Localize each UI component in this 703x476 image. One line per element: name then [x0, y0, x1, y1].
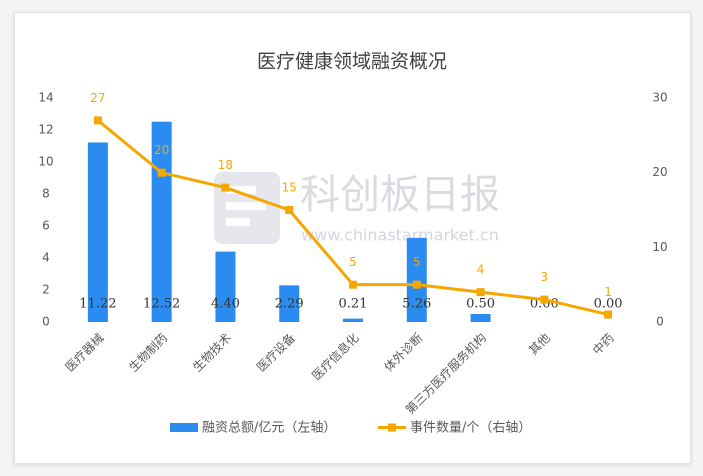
y2-tick-label: 20 [652, 165, 667, 179]
bar-value-label: 4.40 [211, 297, 240, 312]
watermark-logo [214, 172, 280, 244]
bar [215, 251, 236, 322]
line-marker [349, 280, 357, 289]
line-marker [604, 310, 613, 319]
y2-tick-label: 0 [656, 315, 664, 329]
line-value-label: 18 [218, 158, 233, 172]
x-tick-label: 生物技术 [190, 331, 234, 375]
bar-value-label: 0.21 [339, 297, 368, 312]
legend-label: 事件数量/个（右轴） [410, 421, 531, 436]
bar [279, 285, 300, 322]
line-value-label: 20 [154, 143, 169, 157]
line-marker [221, 183, 230, 192]
chart-card [14, 12, 691, 464]
x-tick-label: 医疗设备 [254, 331, 298, 375]
legend-swatch [170, 423, 198, 432]
line-value-label: 27 [90, 91, 105, 105]
x-tick-label: 体外诊断 [381, 330, 426, 375]
line-value-label: 4 [477, 263, 485, 277]
line-marker [412, 280, 421, 289]
x-tick-label: 医疗信息化 [309, 330, 362, 383]
y-tick-label: 14 [38, 91, 53, 105]
bar-value-label: 12.52 [143, 297, 180, 312]
line-value-label: 5 [413, 255, 421, 269]
y-tick-label: 6 [42, 219, 50, 233]
line-value-label: 5 [349, 255, 357, 269]
bar [87, 142, 108, 322]
bar [406, 237, 427, 322]
y-tick-label: 0 [42, 315, 50, 329]
bar [470, 314, 491, 322]
x-tick-label: 中药 [589, 330, 617, 358]
bar-value-label: 11.22 [79, 297, 116, 312]
line-value-label: 15 [282, 181, 297, 195]
x-tick-label: 生物制药 [126, 331, 170, 375]
bar-value-label: 2.29 [275, 297, 304, 312]
line-marker [93, 116, 102, 125]
y-tick-label: 10 [38, 155, 53, 169]
line-marker [157, 168, 166, 177]
y-tick-label: 8 [42, 187, 50, 201]
x-tick-label: 医疗器械 [62, 330, 107, 375]
line-value-label: 3 [541, 270, 549, 284]
bar-value-label: 0.50 [466, 297, 495, 312]
chart-title: 医疗健康领域融资概况 [257, 51, 447, 73]
bar-value-label: 5.26 [402, 297, 431, 312]
line-marker [476, 288, 485, 297]
y-tick-label: 2 [42, 283, 50, 297]
line-value-label: 1 [604, 285, 612, 299]
y2-tick-label: 30 [652, 91, 667, 105]
watermark-url: www.chinastarmarket.cn [301, 226, 499, 245]
x-tick-label: 其他 [526, 331, 553, 358]
y-tick-label: 12 [38, 123, 53, 137]
y2-tick-label: 10 [652, 240, 667, 254]
watermark: 科创板日报 [300, 172, 500, 218]
legend-label: 融资总额/亿元（左轴） [202, 421, 336, 436]
line-marker [285, 206, 294, 214]
bar [151, 121, 172, 323]
legend-swatch [388, 423, 396, 432]
line-marker [540, 295, 549, 304]
bar-value-label: 0.00 [594, 297, 623, 312]
y-tick-label: 4 [42, 251, 50, 265]
bar [343, 318, 363, 322]
